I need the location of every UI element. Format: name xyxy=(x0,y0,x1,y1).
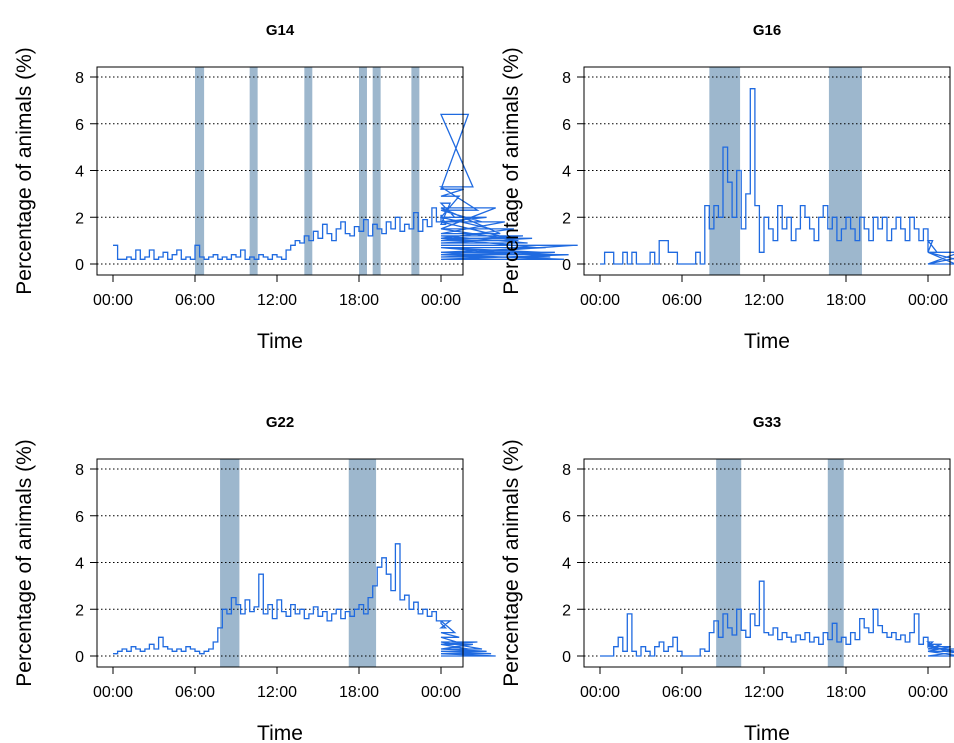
panel-title: G33 xyxy=(753,414,781,431)
x-tick-label: 00:00 xyxy=(421,684,461,701)
y-tick-label: 8 xyxy=(562,70,571,87)
plot-frame xyxy=(96,66,464,276)
plot-frame xyxy=(96,458,464,668)
series-line xyxy=(113,113,578,260)
x-tick-label: 00:00 xyxy=(580,684,620,701)
highlight-band xyxy=(359,67,367,275)
y-tick-label: 2 xyxy=(562,210,571,227)
x-axis-label: Time xyxy=(257,722,303,743)
y-tick-label: 8 xyxy=(562,462,571,479)
x-tick-label: 00:00 xyxy=(908,292,948,309)
x-tick-label: 00:00 xyxy=(580,292,620,309)
y-tick-label: 4 xyxy=(562,164,571,181)
x-tick-label: 00:00 xyxy=(93,684,133,701)
y-axis-label: Percentage of animals (%) xyxy=(13,47,36,294)
plot-area: 0 2 4 6 8 00:00 06:00 12:00 18:00 00:00 xyxy=(75,458,496,701)
x-tick-label: 12:00 xyxy=(744,292,784,309)
y-tick-label: 4 xyxy=(75,164,84,181)
highlight-band xyxy=(195,67,205,275)
x-tick-label: 12:00 xyxy=(257,292,297,309)
x-tick-label: 12:00 xyxy=(744,684,784,701)
plot-area: 0 2 4 6 8 00:00 06:00 12:00 18:00 00:00 xyxy=(562,458,954,701)
y-tick-label: 0 xyxy=(75,649,84,666)
series-line xyxy=(600,88,954,265)
plot-area: 0 2 4 6 8 00:00 06:00 12:00 18:00 00:00 xyxy=(562,66,954,309)
x-tick-label: 00:00 xyxy=(908,684,948,701)
y-tick-label: 0 xyxy=(562,649,571,666)
highlight-band xyxy=(372,67,381,275)
y-tick-label: 8 xyxy=(75,462,84,479)
x-tick-label: 00:00 xyxy=(93,292,133,309)
series-line xyxy=(600,580,954,657)
x-tick-label: 12:00 xyxy=(257,684,297,701)
x-axis-label: Time xyxy=(257,330,303,353)
y-tick-label: 2 xyxy=(75,602,84,619)
panel-title: G16 xyxy=(753,22,781,39)
x-tick-label: 06:00 xyxy=(662,292,702,309)
x-axis-label: Time xyxy=(744,330,790,353)
y-tick-label: 6 xyxy=(562,509,571,526)
highlight-band xyxy=(827,459,844,667)
x-tick-label: 18:00 xyxy=(339,684,379,701)
series-line xyxy=(113,543,496,657)
x-tick-label: 18:00 xyxy=(826,292,866,309)
y-tick-label: 6 xyxy=(75,509,84,526)
panel-title: G22 xyxy=(266,414,294,431)
y-tick-label: 4 xyxy=(75,556,84,573)
x-tick-label: 06:00 xyxy=(175,684,215,701)
plot-frame xyxy=(583,66,951,276)
plot-frame xyxy=(583,458,951,668)
y-axis-label: Percentage of animals (%) xyxy=(500,47,523,294)
y-axis-label: Percentage of animals (%) xyxy=(500,439,523,686)
y-tick-label: 2 xyxy=(75,210,84,227)
y-tick-label: 0 xyxy=(562,257,571,274)
panel-title: G14 xyxy=(266,22,295,39)
x-tick-label: 06:00 xyxy=(662,684,702,701)
highlight-band xyxy=(411,67,420,275)
x-tick-label: 06:00 xyxy=(175,292,215,309)
x-axis-label: Time xyxy=(744,722,790,743)
x-tick-label: 18:00 xyxy=(826,684,866,701)
x-tick-label: 00:00 xyxy=(421,292,461,309)
y-tick-label: 0 xyxy=(75,257,84,274)
y-tick-label: 6 xyxy=(562,117,571,134)
y-tick-label: 6 xyxy=(75,117,84,134)
x-tick-label: 18:00 xyxy=(339,292,379,309)
plot-area: 0 2 4 6 8 00:00 06:00 12:00 18:00 00:00 xyxy=(75,66,578,309)
y-tick-label: 8 xyxy=(75,70,84,87)
y-tick-label: 4 xyxy=(562,556,571,573)
y-tick-label: 2 xyxy=(562,602,571,619)
highlight-band xyxy=(304,67,313,275)
y-axis-label: Percentage of animals (%) xyxy=(13,439,36,686)
